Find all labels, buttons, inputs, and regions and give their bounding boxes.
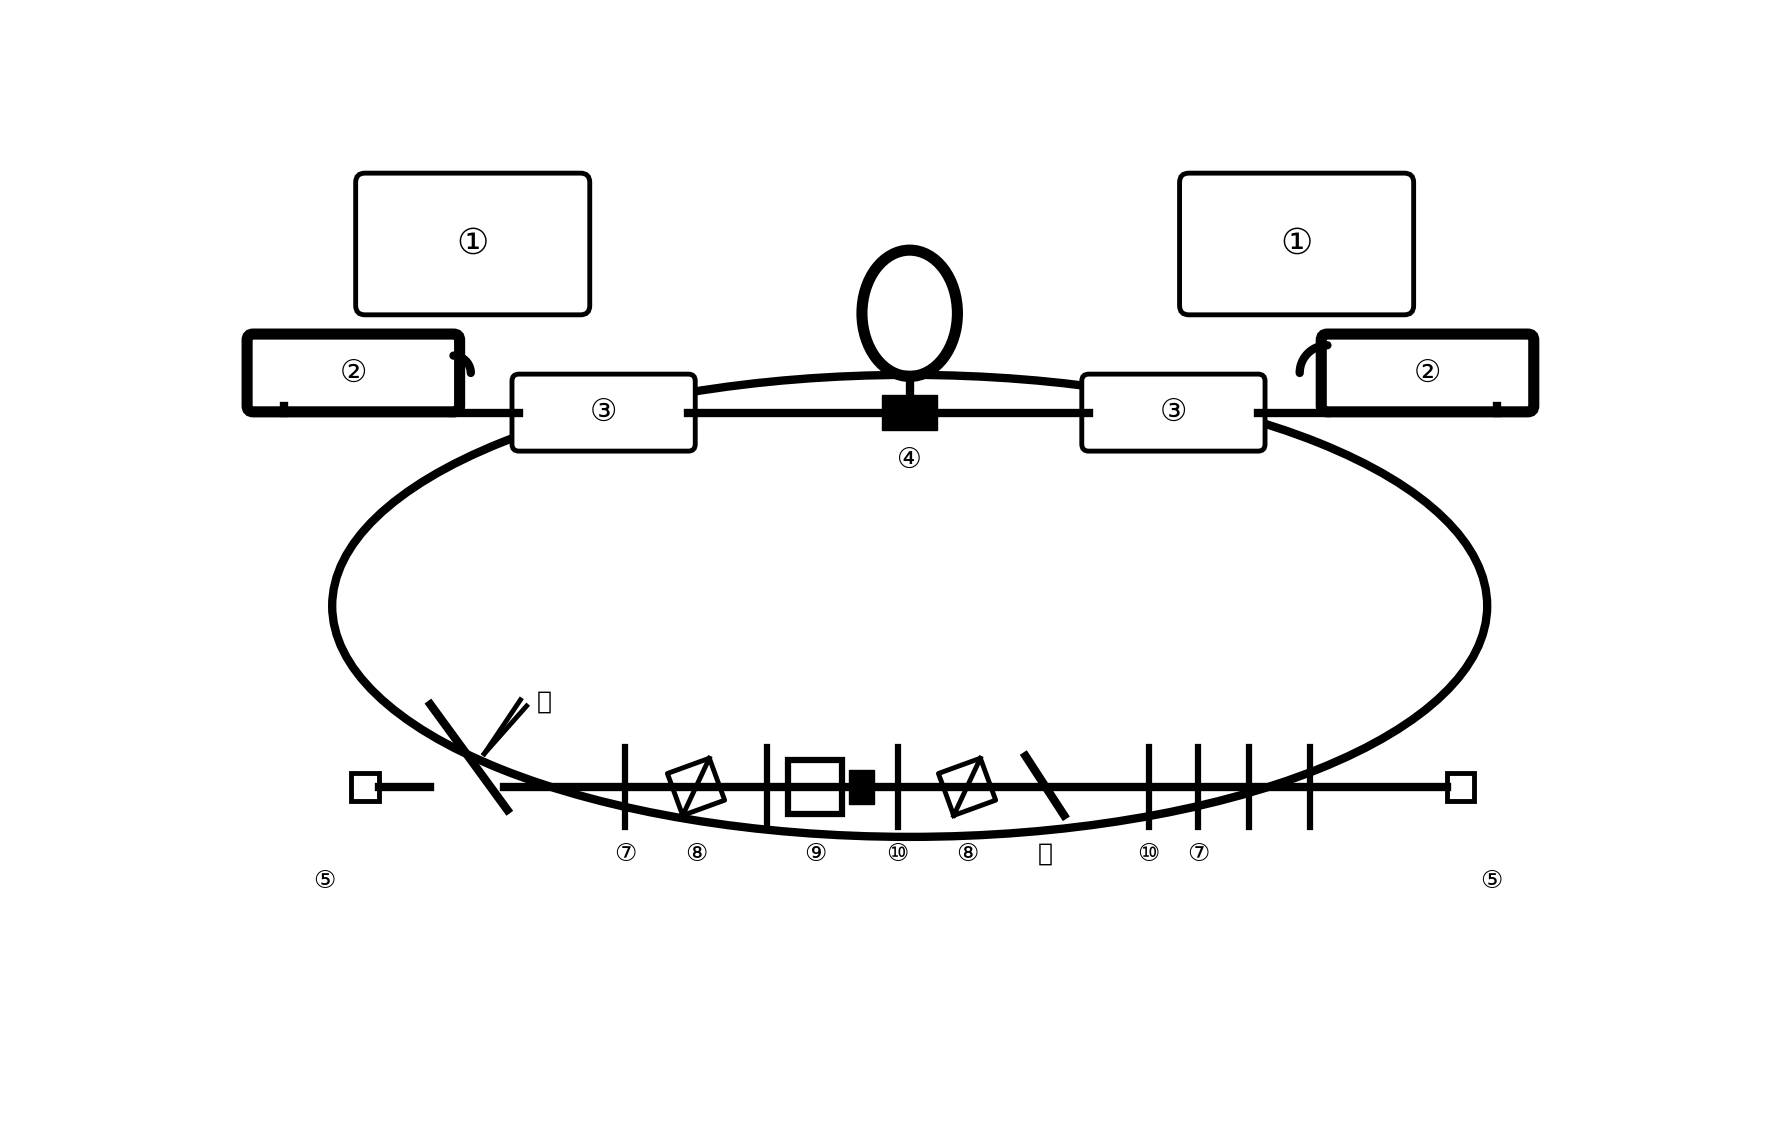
Text: ⑩: ⑩ <box>886 842 909 866</box>
Bar <box>882 395 937 431</box>
Text: ⑩: ⑩ <box>1138 842 1159 866</box>
Bar <box>848 770 873 803</box>
Text: ⑤: ⑤ <box>312 868 335 893</box>
FancyBboxPatch shape <box>355 173 589 315</box>
Text: ⑦: ⑦ <box>614 842 637 866</box>
FancyBboxPatch shape <box>1180 173 1413 315</box>
Text: ⑦: ⑦ <box>1187 842 1209 866</box>
Text: ⑨: ⑨ <box>804 842 827 866</box>
Text: ②: ② <box>1415 358 1441 387</box>
Text: ①: ① <box>1280 227 1314 261</box>
Text: ②: ② <box>339 358 367 387</box>
Text: ③: ③ <box>1159 398 1187 427</box>
Text: ⑫: ⑫ <box>536 689 552 714</box>
FancyBboxPatch shape <box>247 334 460 412</box>
Bar <box>788 760 843 813</box>
Text: ④: ④ <box>896 445 923 473</box>
FancyBboxPatch shape <box>1447 773 1475 801</box>
Text: ⑧: ⑧ <box>957 842 978 866</box>
Text: ⑧: ⑧ <box>685 842 706 866</box>
FancyBboxPatch shape <box>511 374 696 451</box>
FancyBboxPatch shape <box>1081 374 1266 451</box>
FancyBboxPatch shape <box>351 773 378 801</box>
Text: ⑤: ⑤ <box>1480 868 1503 893</box>
Text: ③: ③ <box>589 398 618 427</box>
Text: ⑪: ⑪ <box>1037 842 1053 866</box>
Text: ①: ① <box>456 227 488 261</box>
FancyBboxPatch shape <box>1321 334 1534 412</box>
